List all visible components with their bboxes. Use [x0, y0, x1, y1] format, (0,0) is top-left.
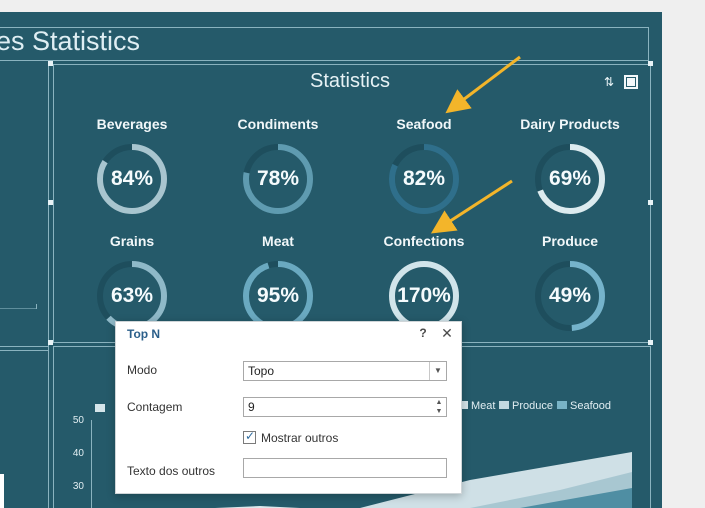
gauge-fill-arc — [535, 261, 605, 331]
left-panel-axis-tick — [36, 304, 37, 309]
dashboard-title: es Statistics — [0, 26, 141, 56]
resize-handle[interactable] — [48, 340, 53, 345]
legend-swatch-produce — [499, 401, 509, 409]
top-n-dialog: Top N ? ✕ Modo Topo ▼ Contagem 9 ▲ ▼ ✓ M… — [115, 321, 462, 494]
mode-select-value: Topo — [248, 364, 275, 378]
resize-handle[interactable] — [648, 340, 653, 345]
left-panel-gridline — [0, 308, 36, 309]
maximize-icon[interactable] — [624, 75, 638, 89]
dialog-title: Top N — [127, 327, 161, 341]
gauge-label: Seafood — [396, 116, 452, 132]
left-panel-right-border — [48, 64, 49, 350]
gauge-ring — [97, 144, 167, 214]
show-others-checkbox[interactable]: ✓ — [243, 429, 256, 444]
count-label: Contagem — [127, 400, 183, 414]
stats-panel-title: Statistics — [309, 70, 391, 92]
gauge-value: 170% — [397, 284, 451, 307]
legend-item-seafood[interactable]: Seafood — [557, 400, 611, 412]
left-lower-panel-top-border — [0, 346, 48, 347]
gauge-ring — [535, 261, 605, 331]
count-spinbox[interactable]: 9 ▲ ▼ — [243, 397, 447, 417]
check-icon: ✓ — [245, 429, 256, 443]
title-frame-bottom — [0, 60, 648, 61]
gauge-label: Produce — [541, 233, 598, 249]
gauge-value: 69% — [548, 167, 592, 190]
count-value: 9 — [248, 400, 255, 414]
resize-handle[interactable] — [48, 61, 53, 66]
gauge-value: 95% — [256, 284, 300, 307]
help-icon[interactable]: ? — [419, 326, 427, 340]
y-axis-tick-label: 30 — [72, 481, 84, 492]
gauge-value: 78% — [256, 167, 300, 190]
mode-label: Modo — [127, 363, 158, 377]
others-text-label: Texto dos outros — [127, 464, 216, 478]
gauge-fill-arc — [389, 144, 459, 214]
legend-item-meat[interactable]: Meat — [458, 400, 495, 412]
spin-down-icon[interactable]: ▼ — [435, 408, 443, 415]
others-text-input[interactable] — [243, 458, 447, 478]
chevron-down-icon[interactable]: ▼ — [429, 362, 446, 380]
gauge-value: 84% — [110, 167, 154, 190]
gauge-label: Condiments — [237, 116, 319, 132]
gauge-value: 82% — [402, 167, 446, 190]
chart-panel-right-border — [650, 346, 651, 508]
gauge-label: Dairy Products — [520, 116, 620, 132]
gauge-value: 63% — [110, 284, 154, 307]
legend-swatch-meat — [458, 401, 468, 409]
mode-select[interactable]: Topo ▼ — [243, 361, 447, 381]
gauge[interactable]: 49% — [532, 258, 608, 334]
gauge[interactable]: 84% — [94, 141, 170, 217]
resize-handle[interactable] — [648, 200, 653, 205]
gauge-label: Beverages — [96, 116, 168, 132]
gauge-ring — [389, 144, 459, 214]
legend-swatch-stub — [95, 404, 105, 412]
area-chart-visible-part — [215, 452, 632, 508]
resize-handle[interactable] — [48, 200, 53, 205]
title-frame-top — [0, 27, 648, 28]
gauge-ring — [243, 144, 313, 214]
stats-panel-top-border — [53, 64, 650, 65]
y-axis-tick-label: 50 — [72, 415, 84, 426]
left-panel-bottom-border — [0, 350, 48, 351]
gauge-ring — [535, 144, 605, 214]
y-axis-line — [91, 420, 92, 508]
legend-item-produce[interactable]: Produce — [499, 400, 553, 412]
chart-panel-left-border — [53, 346, 54, 508]
gauge-label: Confections — [383, 233, 465, 249]
gauge[interactable]: 82% — [386, 141, 462, 217]
y-axis-tick-label: 40 — [72, 448, 84, 459]
gauge-label: Grains — [109, 233, 155, 249]
spin-up-icon[interactable]: ▲ — [435, 399, 443, 406]
resize-handle[interactable] — [648, 61, 653, 66]
close-icon[interactable]: ✕ — [441, 325, 453, 341]
gauge-fill-arc — [97, 144, 167, 214]
gauge-label: Meat — [262, 233, 294, 249]
gauge[interactable]: 69% — [532, 141, 608, 217]
left-lower-panel-right-border — [48, 346, 49, 508]
gauge-value: 49% — [548, 284, 592, 307]
gauge-fill-arc — [243, 144, 313, 214]
show-others-label[interactable]: Mostrar outros — [261, 431, 339, 445]
legend-swatch-seafood — [557, 401, 567, 409]
title-frame-right — [648, 27, 649, 61]
gauge[interactable]: 78% — [240, 141, 316, 217]
stats-panel-left-border — [53, 64, 54, 343]
left-panel-white-edge — [0, 474, 4, 508]
sort-icon[interactable]: ⇅ — [604, 75, 615, 89]
gauge-fill-arc — [535, 144, 605, 214]
